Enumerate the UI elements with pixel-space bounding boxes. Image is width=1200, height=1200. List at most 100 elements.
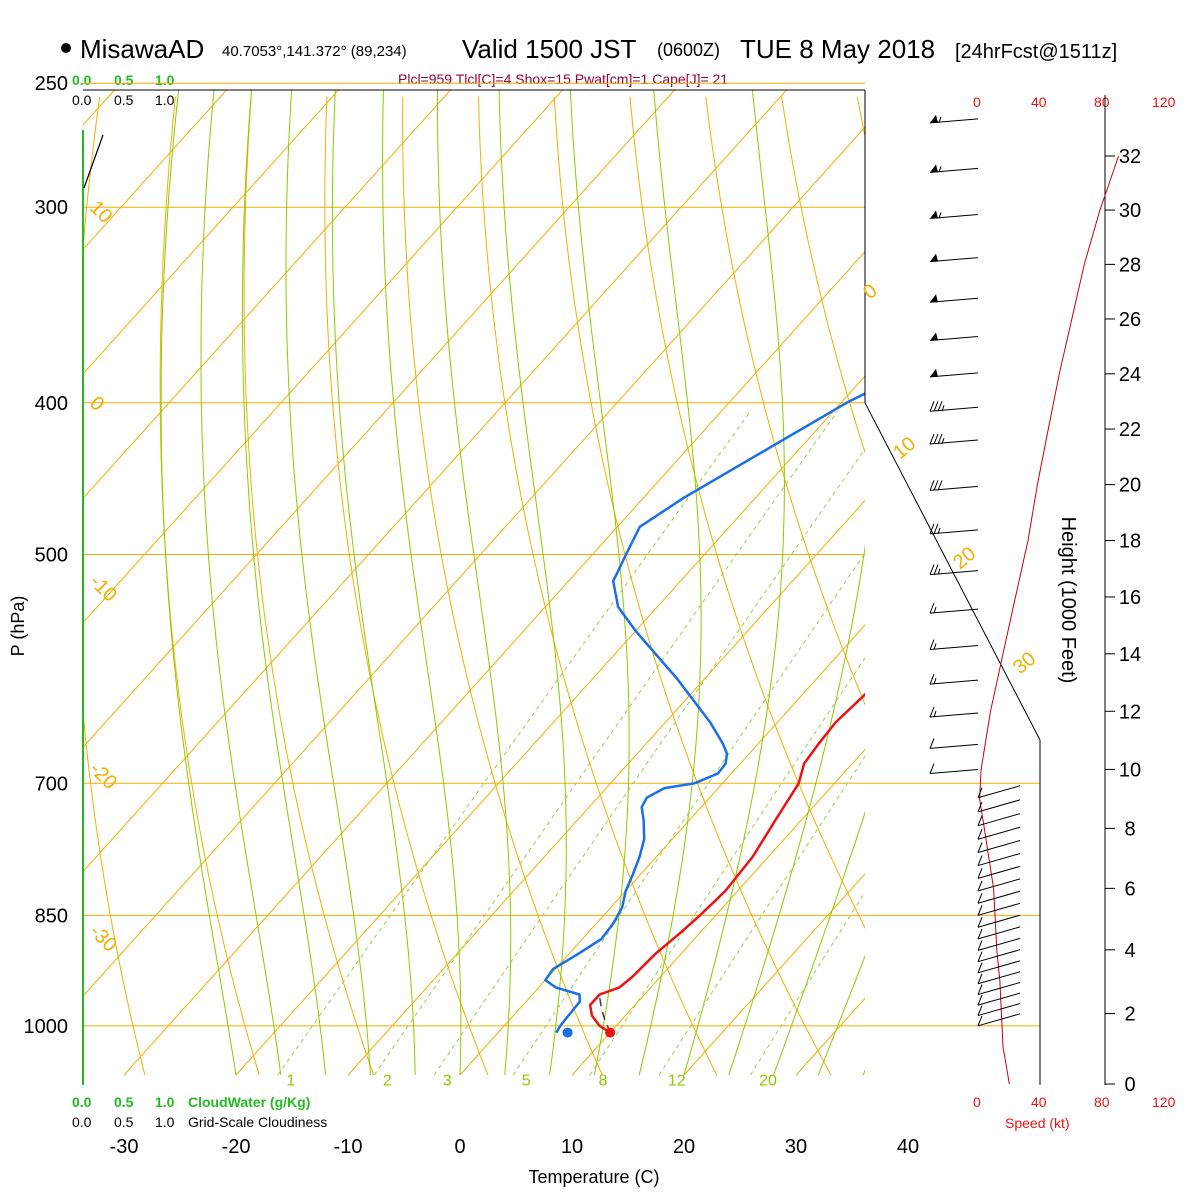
wind-barb (977, 926, 1021, 940)
wind-barb (977, 960, 1021, 974)
wind-barb (929, 763, 979, 775)
isotherm-line (83, 90, 451, 500)
isotherm-line (795, 997, 865, 1076)
dry-adiabat (1085, 97, 1200, 1075)
x-axis-title: Temperature (C) (528, 1167, 659, 1187)
moist-adiabat (331, 90, 416, 1076)
mixing-ratio-label: 12 (668, 1072, 686, 1089)
wind-barb (929, 253, 979, 263)
height-tick-label: 10 (1119, 759, 1141, 781)
wind-barb (977, 890, 1021, 904)
moist-adiabat (908, 83, 1200, 1075)
height-tick-label: 26 (1119, 309, 1141, 331)
cloudiness-profile (83, 134, 104, 189)
isotherm-line (83, 90, 339, 375)
wind-barb (977, 971, 1021, 985)
station-coords: 40.7053°,141.372° (89,234) (222, 43, 407, 60)
dry-adiabat (856, 96, 865, 140)
dry-adiabat (83, 96, 146, 1076)
isotherm-line (83, 90, 787, 873)
moist-adiabat (683, 90, 785, 1076)
moist-adiabat (638, 90, 702, 1076)
temperature-tick-label: 20 (673, 1136, 695, 1158)
temperature-tick-label: -10 (334, 1136, 363, 1158)
temperature-tick-label: 10 (561, 1136, 583, 1158)
wind-barb (977, 1003, 1021, 1017)
wind-barb (929, 164, 979, 173)
isotherm-line (83, 90, 563, 624)
speed-tick-top-3: 120 (1152, 94, 1176, 110)
wind-barb (929, 433, 979, 445)
isotherm-line (123, 250, 865, 1076)
isotherm-line (235, 375, 865, 1076)
dry-adiabat (0, 97, 31, 1075)
wind-barb (929, 738, 979, 749)
moist-adiabat (862, 1069, 865, 1076)
pressure-tick-label: 850 (35, 905, 68, 927)
height-tick-label: 24 (1119, 364, 1141, 386)
height-tick-label: 0 (1124, 1074, 1135, 1096)
isotherm-label: 10 (85, 197, 116, 228)
mixing-ratio-line (277, 411, 751, 1076)
height-tick-label: 16 (1119, 587, 1141, 609)
speed-tick-top-2: 80 (1094, 94, 1110, 110)
temperature-tick-label: 30 (785, 1136, 807, 1158)
pressure-tick-label: 300 (35, 197, 68, 219)
moist-adiabat (381, 90, 462, 1076)
dry-adiabat (705, 96, 865, 706)
speed-tick-bottom-2: 80 (1094, 1094, 1110, 1110)
wind-barb (977, 853, 1021, 867)
wind-barb (929, 332, 979, 342)
wind-speed-profile (979, 155, 1120, 1085)
wind-barb (929, 523, 979, 535)
mixing-ratio-label: 3 (443, 1072, 452, 1089)
height-tick-label: 32 (1119, 146, 1141, 168)
isotherm-line (347, 499, 865, 1076)
valid-time: Valid 1500 JST (462, 34, 637, 64)
wind-barb (977, 992, 1021, 1006)
utc-time: (0600Z) (657, 40, 720, 60)
wind-barb (977, 1013, 1021, 1027)
cloudiness-tick-top-1: 0.5 (114, 92, 134, 108)
pressure-tick-label: 1000 (24, 1016, 69, 1038)
mixing-ratio-label: 1 (286, 1072, 295, 1089)
moist-adiabat (773, 811, 865, 1076)
wind-barb (977, 914, 1021, 928)
wind-barb (977, 799, 1021, 813)
dry-adiabat (478, 96, 718, 1076)
temperature-profile (588, 692, 865, 1034)
isotherm-label: 20 (949, 543, 980, 574)
moist-adiabat (569, 90, 630, 1076)
dry-adiabat (553, 96, 832, 1076)
wind-barb (929, 564, 979, 576)
speed-tick-bottom-0: 0 (973, 1094, 981, 1110)
mixing-ratio-label: 5 (522, 1072, 531, 1089)
speed-tick-top-0: 0 (973, 94, 981, 110)
mixing-ratio-line (750, 891, 865, 1076)
wind-barb (977, 865, 1021, 879)
isotherm-line (908, 90, 1200, 1075)
pressure-tick-label: 700 (35, 773, 68, 795)
height-tick-label: 20 (1119, 475, 1141, 497)
isotherm-label: -20 (85, 758, 121, 794)
dry-adiabat (324, 96, 489, 1076)
dry-adiabat (629, 96, 865, 929)
isotherm-label: 30 (1009, 648, 1040, 679)
dry-adiabat (402, 96, 603, 1076)
wind-barb (929, 602, 979, 614)
station-name: MisawaAD (80, 34, 204, 64)
cloudwater-tick-top-0: 0.0 (72, 72, 92, 88)
wind-barb (977, 813, 1021, 827)
cloudwater-tick-top-1: 0.5 (114, 72, 134, 88)
speed-tick-bottom-1: 40 (1031, 1094, 1047, 1110)
isotherm-line (83, 126, 865, 997)
height-tick-label: 2 (1124, 1004, 1135, 1026)
mixing-ratio-line (512, 552, 865, 1076)
pressure-tick-label: 500 (35, 545, 68, 567)
wind-barb (977, 949, 1021, 963)
wind-barb (977, 937, 1021, 951)
speed-tick-top-1: 40 (1031, 94, 1047, 110)
cloudwater-tick-bottom-0: 0.0 (72, 1094, 92, 1110)
height-tick-label: 6 (1124, 878, 1135, 900)
height-axis-title: Height (1000 Feet) (1057, 517, 1079, 684)
